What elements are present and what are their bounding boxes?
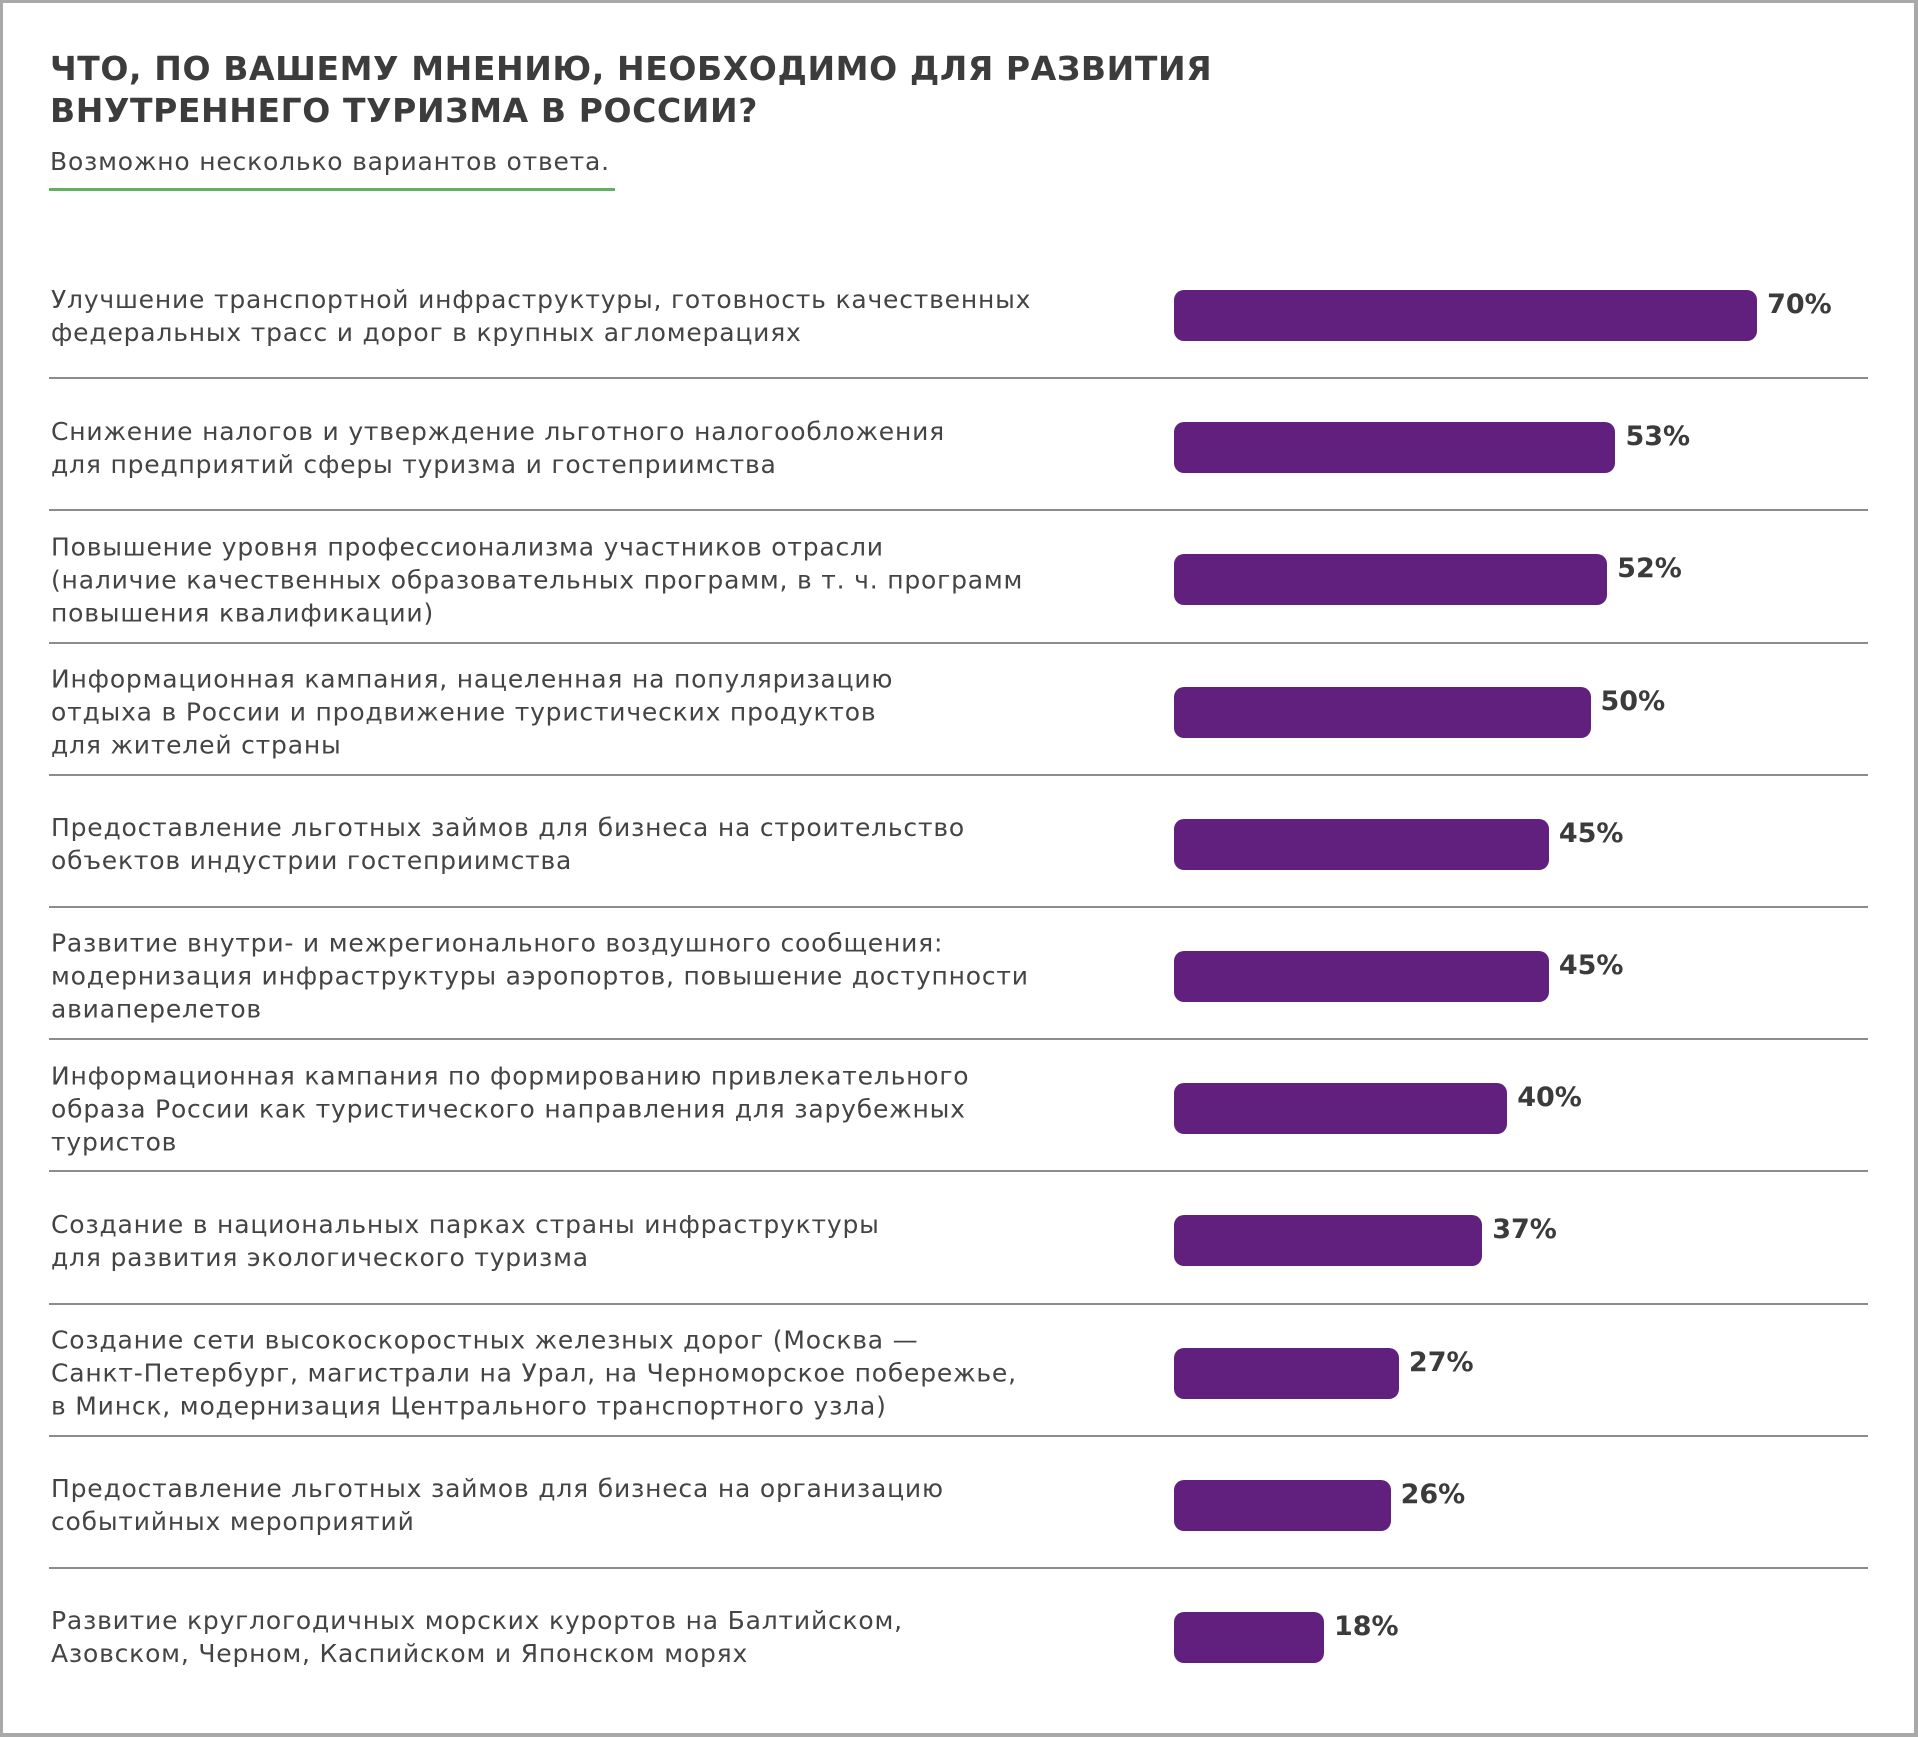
- category-label-line: Создание в национальных парках страны ин…: [51, 1209, 880, 1239]
- bar-value-label: 50%: [1600, 685, 1666, 717]
- row-divider: [49, 641, 1868, 644]
- category-label-line: Снижение налогов и утверждение льготного…: [51, 416, 945, 446]
- chart-title: ЧТО, ПО ВАШЕМУ МНЕНИЮ, НЕОБХОДИМО ДЛЯ РА…: [50, 48, 1450, 132]
- category-label: Предоставление льготных займов для бизне…: [51, 811, 1131, 877]
- category-label-line: федеральных трасс и дорог в крупных агло…: [51, 317, 802, 347]
- category-label: Снижение налогов и утверждение льготного…: [51, 415, 1131, 481]
- category-label: Улучшение транспортной инфраструктуры, г…: [51, 283, 1131, 349]
- category-label: Создание в национальных парках страны ин…: [51, 1208, 1131, 1274]
- row-divider: [49, 1038, 1868, 1041]
- chart-row: Повышение уровня профессионализма участн…: [0, 510, 1918, 644]
- chart-row: Создание в национальных парках страны ин…: [0, 1171, 1918, 1305]
- category-label-line: (наличие качественных образовательных пр…: [51, 565, 1024, 595]
- row-divider: [49, 377, 1868, 380]
- category-label: Информационная кампания по формированию …: [51, 1059, 1131, 1158]
- bar-value-label: 40%: [1517, 1082, 1582, 1114]
- bar-value-label: 27%: [1408, 1346, 1474, 1378]
- chart-row: Развитие внутри- и межрегионального возд…: [0, 907, 1918, 1041]
- bar-value-label: 26%: [1400, 1478, 1466, 1510]
- bar-value-label: 18%: [1333, 1610, 1399, 1642]
- category-label-line: для развития экологического туризма: [51, 1242, 589, 1272]
- category-label-line: в Минск, модернизация Центрального транс…: [51, 1391, 887, 1421]
- bar: [1174, 554, 1608, 606]
- bar-group: 27%: [1174, 1346, 1474, 1399]
- category-label-line: туристов: [51, 1127, 178, 1157]
- chart-row: Предоставление льготных займов для бизне…: [0, 1436, 1918, 1569]
- row-divider: [49, 1434, 1868, 1437]
- category-label-line: Предоставление льготных займов для бизне…: [51, 1474, 944, 1504]
- category-label-line: для жителей страны: [51, 730, 342, 760]
- row-divider: [49, 773, 1868, 776]
- bar: [1174, 950, 1549, 1002]
- bar-chart: Улучшение транспортной инфраструктуры, г…: [0, 246, 1918, 1700]
- category-label-line: модернизация инфраструктуры аэропортов, …: [51, 961, 1029, 991]
- subtitle-underline: [49, 188, 615, 191]
- chart-row: Информационная кампания, нацеленная на п…: [0, 643, 1918, 776]
- bar-value-label: 37%: [1492, 1214, 1557, 1246]
- bar: [1174, 422, 1616, 474]
- category-label: Информационная кампания, нацеленная на п…: [51, 663, 1131, 762]
- chart-subtitle: Возможно несколько вариантов ответа.: [50, 147, 610, 176]
- chart-row: Снижение налогов и утверждение льготного…: [0, 378, 1918, 512]
- category-label-line: авиаперелетов: [51, 994, 262, 1024]
- bar-group: 26%: [1174, 1478, 1466, 1531]
- bar: [1174, 686, 1591, 738]
- bar-value-label: 45%: [1558, 817, 1624, 849]
- bar-value-label: 53%: [1625, 421, 1691, 453]
- category-label-line: Предоставление льготных займов для бизне…: [51, 813, 965, 843]
- bar-value-label: 70%: [1767, 289, 1832, 320]
- category-label-line: Создание сети высокоскоростных железных …: [51, 1325, 919, 1355]
- category-label: Предоставление льготных займов для бизне…: [51, 1472, 1131, 1538]
- chart-row: Создание сети высокоскоростных железных …: [0, 1304, 1918, 1437]
- category-label-line: Информационная кампания по формированию …: [51, 1061, 970, 1091]
- bar-group: 37%: [1174, 1214, 1557, 1267]
- row-divider: [49, 905, 1868, 908]
- row-divider: [49, 1566, 1868, 1569]
- row-divider: [49, 509, 1868, 512]
- category-label: Развитие внутри- и межрегионального возд…: [51, 927, 1131, 1026]
- bar-group: 53%: [1174, 421, 1691, 474]
- category-label-line: Развитие внутри- и межрегионального возд…: [51, 928, 944, 958]
- bar-group: 70%: [1174, 290, 1832, 341]
- bar-group: 50%: [1174, 685, 1666, 738]
- bar-group: 18%: [1174, 1610, 1399, 1663]
- bar: [1174, 1347, 1399, 1399]
- bar: [1174, 1479, 1391, 1531]
- row-divider: [49, 1302, 1868, 1305]
- bar-value-label: 52%: [1617, 553, 1682, 585]
- chart-row: Улучшение транспортной инфраструктуры, г…: [0, 246, 1918, 380]
- chart-row: Предоставление льготных займов для бизне…: [0, 775, 1918, 908]
- category-label: Создание сети высокоскоростных железных …: [51, 1324, 1131, 1423]
- category-label: Развитие круглогодичных морских курортов…: [51, 1604, 1131, 1670]
- bar-group: 40%: [1174, 1082, 1582, 1135]
- bar: [1174, 290, 1758, 341]
- bar: [1174, 1215, 1483, 1267]
- category-label-line: Повышение уровня профессионализма участн…: [51, 532, 884, 562]
- bar-group: 45%: [1174, 949, 1624, 1002]
- bar-value-label: 45%: [1558, 949, 1624, 981]
- chart-row: Информационная кампания по формированию …: [0, 1039, 1918, 1173]
- bar: [1174, 1083, 1508, 1135]
- category-label-line: Улучшение транспортной инфраструктуры, г…: [51, 284, 1032, 314]
- chart-title-line: ЧТО, ПО ВАШЕМУ МНЕНИЮ, НЕОБХОДИМО ДЛЯ РА…: [50, 49, 1213, 88]
- category-label-line: Информационная кампания, нацеленная на п…: [51, 664, 894, 694]
- category-label-line: Санкт-Петербург, магистрали на Урал, на …: [51, 1358, 1017, 1388]
- category-label-line: отдыха в России и продвижение туристичес…: [51, 697, 877, 727]
- bar: [1174, 818, 1549, 870]
- category-label-line: для предприятий сферы туризма и гостепри…: [51, 449, 777, 479]
- category-label-line: Азовском, Черном, Каспийском и Японском …: [51, 1639, 749, 1669]
- bar: [1174, 1611, 1324, 1663]
- category-label-line: образа России как туристического направл…: [51, 1094, 966, 1124]
- bar-group: 45%: [1174, 817, 1624, 870]
- chart-title-line: ВНУТРЕННЕГО ТУРИЗМА В РОССИИ?: [50, 91, 758, 130]
- category-label-line: событийных мероприятий: [51, 1507, 415, 1537]
- chart-row: Развитие круглогодичных морских курортов…: [0, 1568, 1918, 1700]
- row-divider: [49, 1170, 1868, 1173]
- category-label: Повышение уровня профессионализма участн…: [51, 530, 1131, 629]
- bar-group: 52%: [1174, 553, 1682, 606]
- category-label-line: объектов индустрии гостеприимства: [51, 846, 573, 876]
- category-label-line: повышения квалификации): [51, 598, 435, 628]
- category-label-line: Развитие круглогодичных морских курортов…: [51, 1606, 903, 1636]
